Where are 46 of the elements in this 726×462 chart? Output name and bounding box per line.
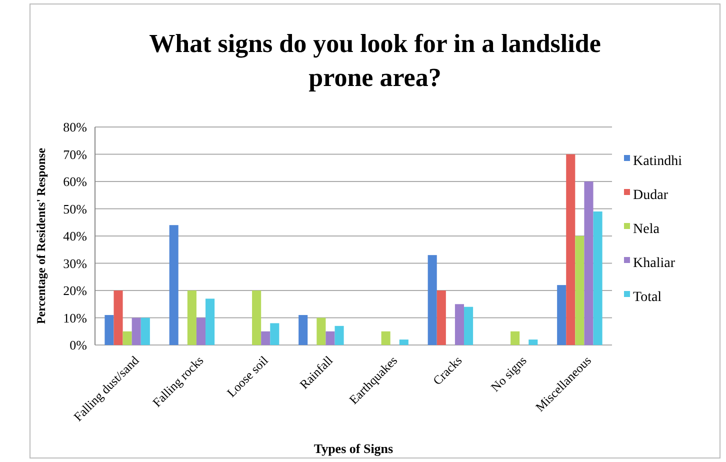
- bar: [196, 318, 206, 345]
- bar: [122, 331, 132, 345]
- bar: [584, 182, 594, 345]
- bar: [557, 285, 566, 345]
- y-tick-label: 80%: [63, 120, 88, 135]
- x-axis-title: Types of Signs: [314, 441, 394, 456]
- bar: [169, 225, 178, 345]
- bar: [381, 331, 390, 345]
- y-tick-label: 40%: [63, 228, 88, 244]
- bar: [528, 340, 538, 345]
- legend-label: Nela: [633, 222, 660, 237]
- bar: [454, 304, 464, 345]
- bar: [464, 306, 474, 345]
- bar: [252, 290, 262, 345]
- chart-title: What signs do you look for in a landslide prone area?: [149, 29, 601, 92]
- bar: [428, 255, 437, 345]
- bar: [298, 315, 308, 345]
- bar: [334, 326, 344, 345]
- y-tick-label: 20%: [63, 283, 88, 298]
- bar: [316, 318, 326, 345]
- y-tick-label: 10%: [63, 310, 88, 326]
- bar: [575, 236, 584, 345]
- bar: [593, 211, 602, 345]
- y-tick-label: 30%: [63, 256, 88, 271]
- bar: [261, 331, 270, 345]
- bar: [206, 298, 215, 345]
- bar: [104, 315, 114, 345]
- y-tick-label: 50%: [63, 201, 88, 216]
- y-axis-title: Percentage of Residents' Response: [34, 147, 48, 324]
- bar: [132, 318, 141, 345]
- bar: [566, 154, 576, 345]
- bar: [187, 290, 196, 345]
- bar: [114, 290, 123, 345]
- bar: [510, 331, 520, 345]
- y-tick-label: 0%: [70, 338, 88, 353]
- y-tick-label: 60%: [63, 174, 88, 190]
- bar: [436, 290, 446, 345]
- bar: [399, 340, 408, 345]
- bar: [140, 318, 150, 345]
- legend-label: Dudar: [633, 188, 668, 203]
- legend-label: Total: [633, 290, 662, 305]
- legend-label: Katindhi: [633, 154, 682, 169]
- y-tick-label: 70%: [63, 146, 88, 162]
- bar: [270, 323, 280, 345]
- bar: [326, 331, 335, 345]
- legend-label: Khaliar: [633, 256, 676, 271]
